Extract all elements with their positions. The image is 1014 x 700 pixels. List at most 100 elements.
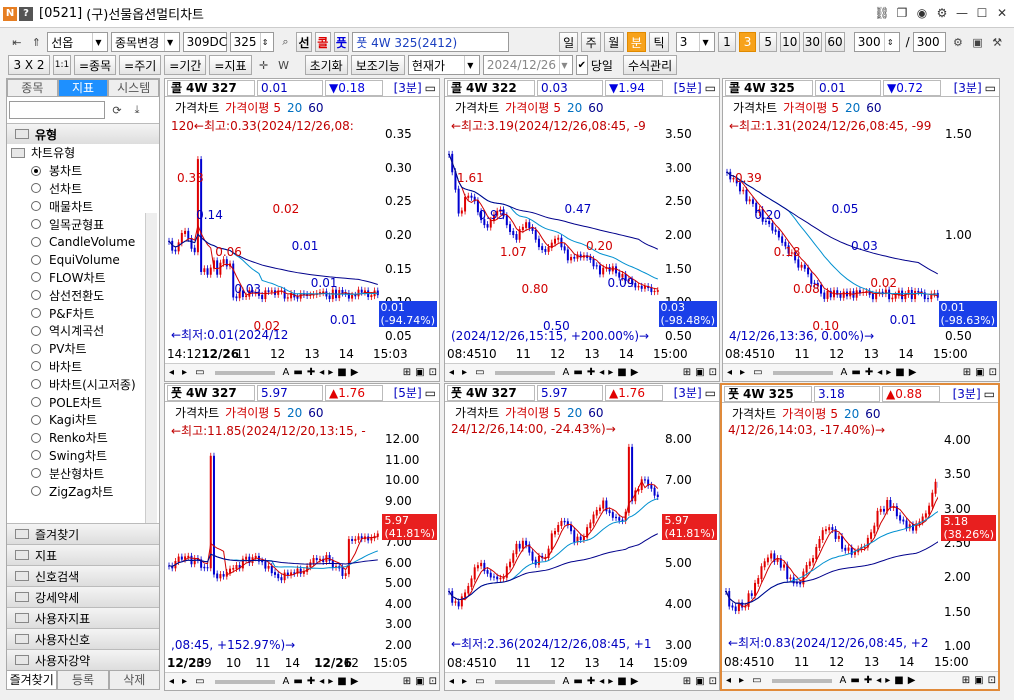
interval-30-button[interactable]: 30 <box>802 32 823 52</box>
toolbar-icon[interactable]: ▬ <box>851 367 861 378</box>
panel-menu-icon[interactable]: ▭ <box>424 385 436 400</box>
chart-type-item[interactable]: POLE차트 <box>7 393 159 411</box>
chart-type-item[interactable]: Swing차트 <box>7 447 159 465</box>
chart-type-item[interactable]: 선차트 <box>7 180 159 198</box>
download-icon[interactable]: ⤓ <box>134 103 140 116</box>
tab-items[interactable]: 종목 <box>7 79 58 97</box>
spin-icon[interactable]: ⇕ <box>259 33 270 51</box>
tools-icon[interactable]: ⚒ <box>992 35 1003 49</box>
scroll-button-icon[interactable]: ◂ <box>727 367 733 378</box>
strike-input[interactable]: 325 ⇕ <box>229 32 274 52</box>
toolbar-icon[interactable]: ◂ <box>876 675 882 686</box>
toolbar-icon[interactable]: A <box>839 675 847 686</box>
toolbar-icon[interactable]: ▬ <box>573 367 583 378</box>
scroll-button-icon[interactable]: ◂ <box>169 676 175 687</box>
zoom-slider[interactable] <box>214 679 275 684</box>
tree-scrollbar[interactable] <box>145 213 157 571</box>
save-icon[interactable]: ▣ <box>972 35 983 49</box>
chart-type-item[interactable]: 봉차트 <box>7 162 159 180</box>
close-icon[interactable]: ✕ <box>996 6 1008 20</box>
toolbar-icon[interactable]: ✚ <box>306 676 316 687</box>
folder-item[interactable]: 사용자지표 <box>7 607 159 628</box>
period-minute-button[interactable]: 분 <box>626 32 647 52</box>
toolbar-icon[interactable]: ◂ <box>877 367 883 378</box>
export-icon[interactable]: ⊡ <box>428 676 437 687</box>
folder-item[interactable]: 강세약세 <box>7 586 159 607</box>
count-input[interactable]: 300 ⇕ <box>853 32 900 52</box>
search-icon[interactable]: ⌕ <box>282 35 289 48</box>
chart-panel[interactable]: 풋 4W 325 3.18 ▲0.88 [3분] ▭ 가격차트 가격이평 5 20 60 4/12/26… <box>720 383 1000 691</box>
export-icon[interactable]: ⊞ <box>962 367 972 378</box>
chart-panel[interactable]: 콜 4W 325 0.01 ▼0.72 [3분] ▭ 가격차트 가격이평 5 20 60 0.39 0.2… <box>722 78 1000 382</box>
item-type-cell[interactable]: 풋 4W 327 <box>167 384 255 401</box>
link-icon[interactable]: ⛓ <box>874 6 890 20</box>
interval-5-button[interactable]: 5 <box>759 32 777 52</box>
settings-icon[interactable]: ⚙ <box>936 6 948 20</box>
export-icon[interactable]: ⊞ <box>682 676 692 687</box>
toolbar-icon[interactable]: ▶ <box>630 367 639 378</box>
period-month-button[interactable]: 월 <box>604 32 624 52</box>
layout-button[interactable]: 3 X 2 <box>8 55 50 75</box>
toolbar-icon[interactable]: ■ <box>617 367 627 378</box>
chart-panel[interactable]: 풋 4W 327 5.97 ▲1.76 [5분] ▭ 가격차트 가격이평 5 20 60 ←최고:11.… <box>164 383 440 691</box>
export-icon[interactable]: ⊞ <box>682 367 692 378</box>
scroll-button-icon[interactable]: ▸ <box>740 367 746 378</box>
section-type[interactable]: 유형 <box>7 123 159 144</box>
refresh-icon[interactable]: ⟳ <box>112 103 122 117</box>
current-price-select[interactable]: 현재가 ▼ <box>407 55 480 75</box>
put-button[interactable]: 풋 <box>333 32 350 52</box>
interval-60-button[interactable]: 60 <box>825 32 845 52</box>
chart-area[interactable] <box>447 420 659 654</box>
chart-area[interactable] <box>167 420 379 654</box>
code-input[interactable]: 309DC <box>182 32 227 52</box>
config-icon[interactable]: ⚙ <box>953 35 963 49</box>
toolbar-icon[interactable]: ▬ <box>850 675 860 686</box>
prev-item-icon[interactable]: ⇤ <box>12 35 22 49</box>
date-picker[interactable]: 2024/12/26 ▼ <box>482 55 573 75</box>
price-chart[interactable] <box>447 420 659 638</box>
scroll-button-icon[interactable]: ◂ <box>726 675 732 686</box>
chart-type-item[interactable]: ZigZag차트 <box>7 482 159 500</box>
toolbar-icon[interactable]: ▶ <box>630 676 639 687</box>
chart-type-item[interactable]: 바차트 <box>7 358 159 376</box>
chart-area[interactable]: 0.39 0.20 0.18 0.08 0.10 0.05 0.03 0.02 0.01 <box>725 115 939 345</box>
toolbar-icon[interactable]: A <box>282 367 290 378</box>
toolbar-icon[interactable]: ▶ <box>908 367 917 378</box>
toolbar-icon[interactable]: ▸ <box>608 676 614 687</box>
folder-item[interactable]: 사용자신호 <box>7 628 159 649</box>
toolbar-icon[interactable]: ▬ <box>293 367 303 378</box>
item-type-cell[interactable]: 풋 4W 327 <box>447 384 535 401</box>
chart-type-item[interactable]: Renko차트 <box>7 429 159 447</box>
camera-icon[interactable]: ◉ <box>916 6 928 20</box>
item-type-cell[interactable]: 콜 4W 322 <box>447 79 535 96</box>
zoom-slider[interactable] <box>214 370 275 375</box>
price-chart[interactable] <box>167 115 379 329</box>
scroll-button-icon[interactable]: ▭ <box>752 675 762 686</box>
folder-item[interactable]: 지표 <box>7 544 159 565</box>
call-button[interactable]: 콜 <box>314 32 331 52</box>
toolbar-icon[interactable]: ■ <box>895 367 905 378</box>
panel-menu-icon[interactable]: ▭ <box>983 386 995 401</box>
delete-tab[interactable]: 삭제 <box>108 670 160 690</box>
chart-type-item[interactable]: 분산형차트 <box>7 464 159 482</box>
interval-10-button[interactable]: 10 <box>779 32 800 52</box>
item-type-cell[interactable]: 콜 4W 325 <box>725 79 813 96</box>
formula-button[interactable]: 수식관리 <box>622 55 678 75</box>
tab-indicators[interactable]: 지표 <box>57 79 109 97</box>
scroll-button-icon[interactable]: ◂ <box>449 676 455 687</box>
period-week-button[interactable]: 주 <box>581 32 601 52</box>
panel-menu-icon[interactable]: ▭ <box>424 80 436 95</box>
toolbar-icon[interactable]: ◂ <box>599 367 605 378</box>
spin-icon[interactable]: ⇕ <box>883 33 896 51</box>
scroll-button-icon[interactable]: ▭ <box>475 367 485 378</box>
toolbar-icon[interactable]: ▬ <box>573 676 583 687</box>
toolbar-icon[interactable]: A <box>282 676 290 687</box>
scroll-button-icon[interactable]: ▸ <box>462 676 468 687</box>
toolbar-icon[interactable]: ■ <box>894 675 904 686</box>
minimize-icon[interactable]: — <box>956 6 968 20</box>
item-type-cell[interactable]: 콜 4W 327 <box>167 79 255 96</box>
link-range-button[interactable]: =기간 <box>164 55 207 75</box>
toolbar-icon[interactable]: ▶ <box>907 675 916 686</box>
folder-item[interactable]: 사용자강약 <box>7 649 159 670</box>
price-chart[interactable] <box>724 421 938 639</box>
